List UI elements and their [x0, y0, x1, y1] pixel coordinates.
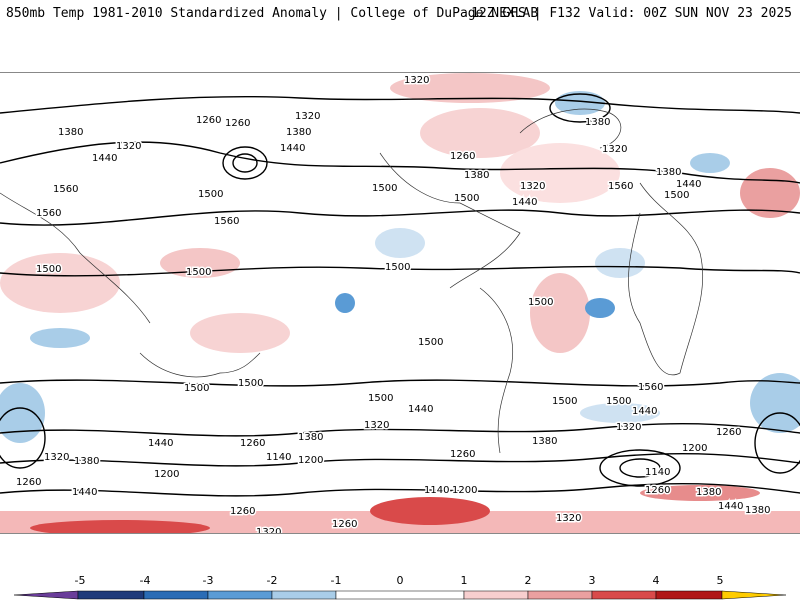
- contour-label: 1380: [58, 127, 83, 138]
- contour-label: 1140: [424, 485, 449, 496]
- contour-label: 1500: [385, 262, 410, 273]
- contour-label: 1500: [372, 183, 397, 194]
- contour-label: 1260: [225, 118, 250, 129]
- contour-label: 1440: [676, 179, 701, 190]
- contour-label: 1500: [198, 189, 223, 200]
- contour-label: 1380: [286, 127, 311, 138]
- contour-label: 1380: [745, 505, 770, 516]
- contour-label: 1200: [452, 485, 477, 496]
- contour-label: 1560: [608, 181, 633, 192]
- contour-label: 1440: [408, 404, 433, 415]
- contour-label: 1320: [556, 513, 581, 524]
- anomaly-shading: [0, 73, 800, 533]
- colorbar-segment: [463, 590, 529, 600]
- colorbar-segment: [271, 590, 337, 600]
- colorbar-segment: [655, 590, 723, 600]
- contour-label: 1380: [585, 117, 610, 128]
- contour-label: 1560: [36, 208, 61, 219]
- contour-labels: 1320 1380 1320 1440 1260 1260 1320 1380 …: [15, 74, 772, 534]
- model-run-info: 12Z GFS | F132 Valid: 00Z SUN NOV 23 202…: [471, 6, 792, 21]
- colorbar-tick-label: 5: [716, 574, 724, 587]
- contour-label: 1500: [186, 267, 211, 278]
- contour-label: 1320: [256, 527, 281, 534]
- contour-label: 1140: [645, 467, 670, 478]
- contour-label: 1500: [368, 393, 393, 404]
- contour-label: 1500: [36, 264, 61, 275]
- contour-label: 1260: [450, 151, 475, 162]
- contour-label: 1440: [92, 153, 117, 164]
- colorbar-min-arrow: [13, 590, 79, 600]
- contour-label: 1500: [184, 383, 209, 394]
- contour-label: 1500: [454, 193, 479, 204]
- contour-label: 1320: [116, 141, 141, 152]
- colorbar-tick-label: 3: [588, 574, 596, 587]
- colorbar-segment: [77, 590, 145, 600]
- colorbar-tick-label: -3: [202, 574, 214, 587]
- map-title: 850mb Temp 1981-2010 Standardized Anomal…: [6, 6, 539, 21]
- colorbar-tick-label: 2: [524, 574, 532, 587]
- contour-label: 1140: [266, 452, 291, 463]
- contour-label: 1260: [230, 506, 255, 517]
- contour-label: 1260: [645, 485, 670, 496]
- anomaly-map: 1320 1380 1320 1440 1260 1260 1320 1380 …: [0, 73, 800, 534]
- contour-label: 1500: [238, 378, 263, 389]
- contour-label: 1500: [664, 190, 689, 201]
- contour-label: 1380: [532, 436, 557, 447]
- colorbar-tick-label: -4: [139, 574, 151, 587]
- contour-label: 1200: [682, 443, 707, 454]
- contour-label: 1320: [44, 452, 69, 463]
- contour-label: 1320: [364, 420, 389, 431]
- colorbar-tick-label: -5: [74, 574, 86, 587]
- contour-label: 1260: [716, 427, 741, 438]
- contour-label: 1260: [196, 115, 221, 126]
- map-panel: 1320 1380 1320 1440 1260 1260 1320 1380 …: [0, 72, 800, 534]
- coastlines: [0, 108, 704, 454]
- colorbar-segment: [207, 590, 273, 600]
- contour-label: 1320: [404, 75, 429, 86]
- contour-label: 1440: [718, 501, 743, 512]
- contour-label: 1320: [602, 144, 627, 155]
- contour-label: 1440: [632, 406, 657, 417]
- colorbar-tick-label: 4: [652, 574, 660, 587]
- contour-label: 1440: [512, 197, 537, 208]
- header: 850mb Temp 1981-2010 Standardized Anomal…: [0, 0, 800, 34]
- contour-label: 1560: [53, 184, 78, 195]
- colorbar-segment: [591, 590, 657, 600]
- contour-label: 1440: [72, 487, 97, 498]
- contour-label: 1440: [148, 438, 173, 449]
- contour-label: 1260: [240, 438, 265, 449]
- colorbar-segment: [143, 590, 209, 600]
- contour-label: 1260: [332, 519, 357, 530]
- contour-label: 1500: [606, 396, 631, 407]
- colorbar-tick-label: -1: [330, 574, 342, 587]
- colorbar-tick-label: 0: [396, 574, 404, 587]
- colorbar-segment: [335, 590, 465, 600]
- contour-label: 1260: [16, 477, 41, 488]
- colorbar-tick-label: 1: [460, 574, 468, 587]
- contour-label: 1200: [154, 469, 179, 480]
- colorbar-tick-label: -2: [266, 574, 278, 587]
- contour-label: 1320: [520, 181, 545, 192]
- contour-label: 1320: [616, 422, 641, 433]
- contour-label: 1380: [696, 487, 721, 498]
- contour-label: 1380: [298, 432, 323, 443]
- contour-label: 1500: [528, 297, 553, 308]
- contour-label: 1380: [74, 456, 99, 467]
- contour-label: 1560: [638, 382, 663, 393]
- contour-label: 1260: [450, 449, 475, 460]
- colorbar-max-arrow: [721, 590, 787, 600]
- contour-label: 1440: [280, 143, 305, 154]
- contour-label: 1560: [214, 216, 239, 227]
- contour-label: 1500: [418, 337, 443, 348]
- colorbar-segment: [527, 590, 593, 600]
- contour-label: 1380: [464, 170, 489, 181]
- contour-label: 1500: [552, 396, 577, 407]
- color-scale-bar: [0, 560, 800, 600]
- contour-label: 1320: [295, 111, 320, 122]
- contour-label: 1380: [656, 167, 681, 178]
- contour-label: 1200: [298, 455, 323, 466]
- contour-lines: [0, 93, 800, 497]
